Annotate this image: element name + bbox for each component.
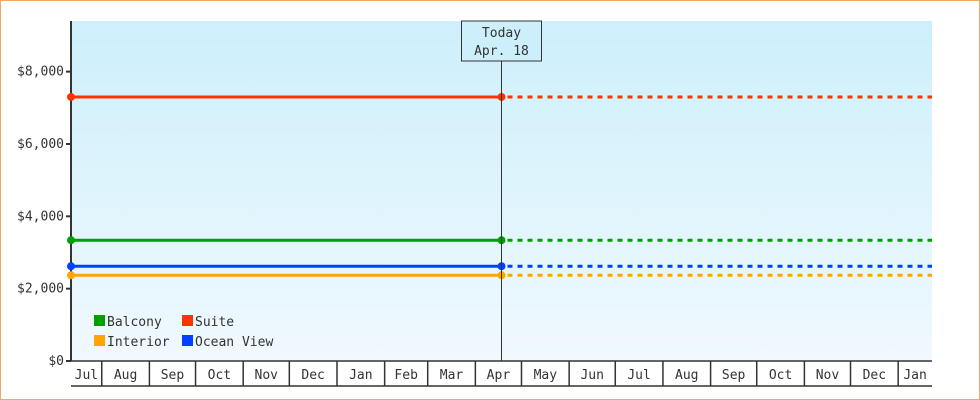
y-tick-label: $0: [48, 354, 64, 369]
legend-swatch: [94, 315, 105, 326]
legend-label: Ocean View: [195, 335, 273, 350]
x-tick-label: Dec: [863, 368, 886, 383]
x-tick-label: Jun: [580, 368, 603, 383]
x-tick-label: Sep: [722, 368, 746, 383]
data-point: [67, 271, 75, 280]
data-point: [67, 92, 75, 101]
legend-label: Balcony: [107, 315, 162, 330]
x-tick-label: Sep: [161, 368, 185, 383]
x-tick-label: Mar: [440, 368, 464, 383]
x-tick-label: Oct: [208, 368, 231, 383]
y-tick-label: $6,000: [17, 137, 64, 152]
x-tick-label: Jan: [903, 368, 926, 383]
x-tick-label: Jan: [349, 368, 372, 383]
x-tick-label: Apr: [487, 368, 511, 383]
y-tick-label: $8,000: [17, 65, 64, 80]
data-point: [67, 262, 75, 271]
x-tick-label: Dec: [301, 368, 324, 383]
legend-swatch: [182, 315, 193, 326]
x-tick-label: Aug: [114, 368, 137, 383]
x-tick-label: Nov: [255, 368, 279, 383]
data-point: [67, 236, 75, 245]
x-tick-label: May: [534, 368, 558, 383]
x-tick-label: Oct: [769, 368, 792, 383]
y-tick-label: $2,000: [17, 282, 64, 297]
x-tick-label: Jul: [627, 368, 650, 383]
legend-label: Interior: [107, 335, 170, 350]
x-tick-label: Feb: [394, 368, 418, 383]
x-tick-label: Aug: [675, 368, 698, 383]
today-box: [461, 20, 542, 62]
today-label: Today: [482, 26, 521, 41]
x-tick-label: Jul: [75, 368, 98, 383]
legend-swatch: [94, 335, 105, 346]
x-tick-label: Nov: [816, 368, 840, 383]
y-tick-label: $4,000: [17, 209, 64, 224]
legend-swatch: [182, 335, 193, 346]
today-date: Apr. 18: [474, 44, 529, 59]
legend-label: Suite: [195, 315, 234, 330]
